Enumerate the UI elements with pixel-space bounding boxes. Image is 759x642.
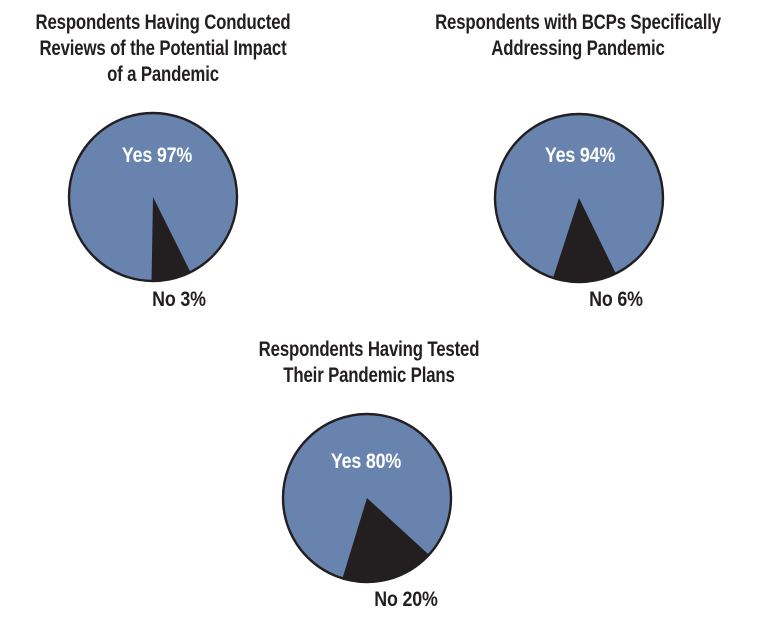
yes-slice-label: Yes 80% — [330, 450, 402, 473]
no-slice-wedge — [553, 198, 616, 283]
no-slice-wedge — [342, 498, 429, 583]
chart-title: Respondents Having Conducted Reviews of … — [35, 11, 291, 86]
no-slice-label: No 6% — [589, 288, 643, 311]
pie-chart — [67, 111, 239, 283]
chart-title: Respondents with BCPs Specifically Addre… — [435, 11, 721, 60]
yes-slice-label: Yes 94% — [544, 144, 616, 167]
pie-chart — [281, 412, 453, 584]
pie-chart — [493, 112, 665, 284]
yes-slice-label: Yes 97% — [121, 144, 193, 167]
no-slice-label: No 3% — [152, 288, 206, 311]
no-slice-wedge — [151, 197, 191, 282]
chart-title: Respondents Having Tested Their Pandemic… — [258, 338, 480, 387]
no-slice-label: No 20% — [374, 588, 438, 611]
